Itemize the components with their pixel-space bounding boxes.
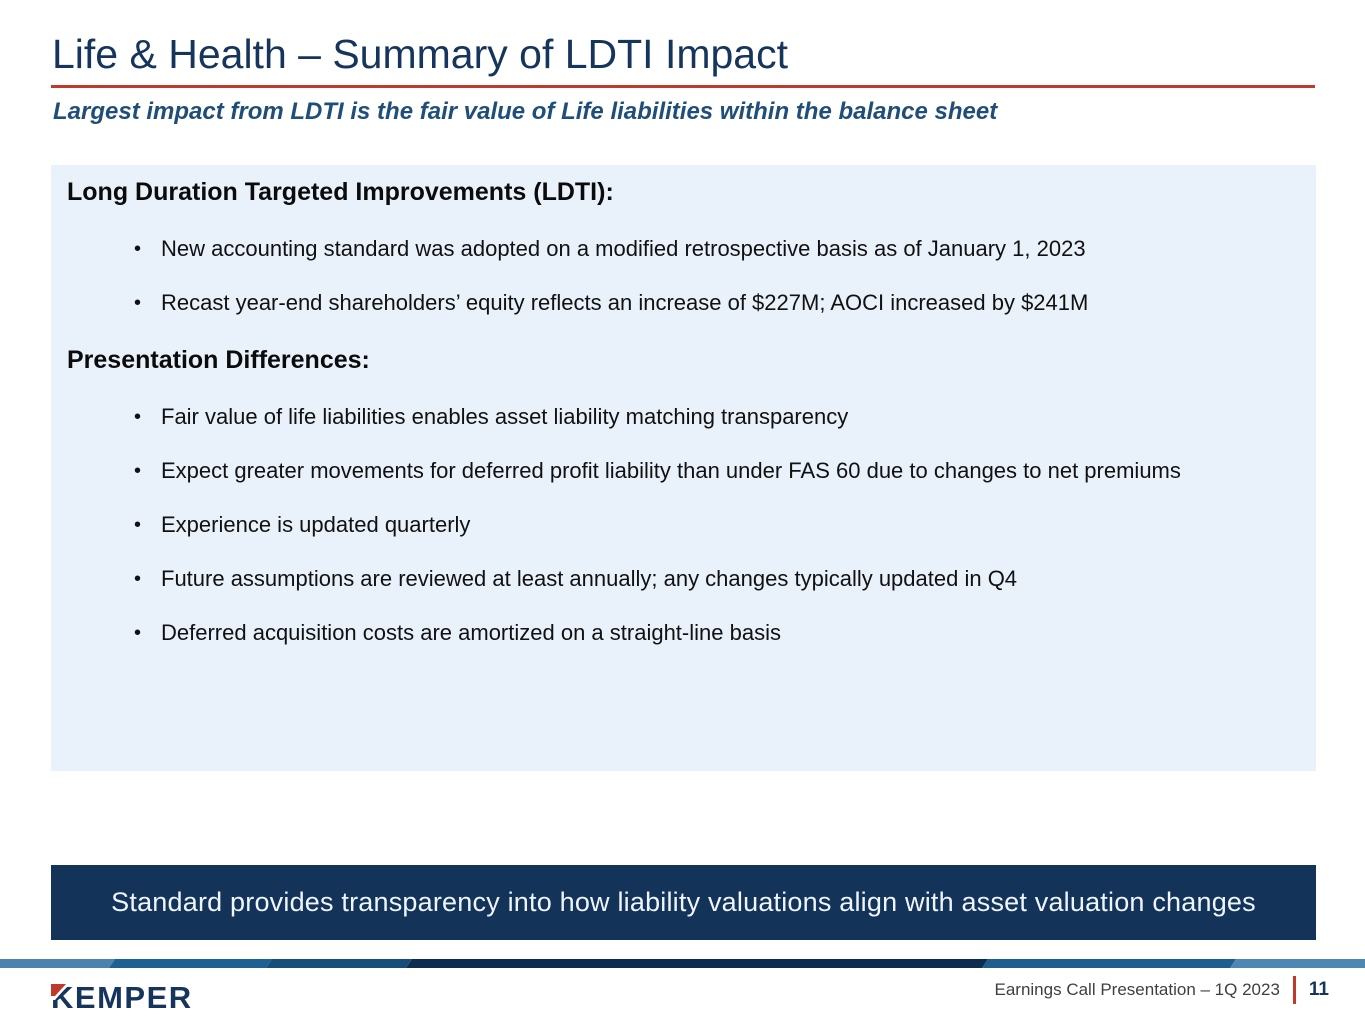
slide-subtitle: Largest impact from LDTI is the fair val… xyxy=(53,98,998,125)
content-box: Long Duration Targeted Improvements (LDT… xyxy=(51,165,1316,771)
bullet-text: Deferred acquisition costs are amortized… xyxy=(161,620,781,645)
section-heading-ldti: Long Duration Targeted Improvements (LDT… xyxy=(67,178,614,206)
footer-decorative-band xyxy=(0,959,1365,968)
list-item: • Fair value of life liabilities enables… xyxy=(134,404,1300,430)
bullet-icon: • xyxy=(134,460,142,482)
kemper-logo-red-accent-icon xyxy=(51,984,66,996)
list-item: • Expect greater movements for deferred … xyxy=(134,458,1300,484)
kemper-logo: KEMPER xyxy=(51,979,203,1015)
footer-divider xyxy=(1292,976,1296,1004)
key-message-text: Standard provides transparency into how … xyxy=(111,887,1256,917)
footer-meta: Earnings Call Presentation – 1Q 2023 11 xyxy=(994,974,1329,1006)
key-message-banner: Standard provides transparency into how … xyxy=(51,865,1316,940)
bullet-icon: • xyxy=(134,292,142,314)
kemper-logo-text: KEMPER xyxy=(51,980,193,1015)
footer-caption: Earnings Call Presentation – 1Q 2023 xyxy=(994,980,1280,999)
bullet-text: Experience is updated quarterly xyxy=(161,512,471,537)
bullet-icon: • xyxy=(134,238,142,260)
list-item: • Deferred acquisition costs are amortiz… xyxy=(134,620,1300,646)
bullet-icon: • xyxy=(134,622,142,644)
list-item: • Future assumptions are reviewed at lea… xyxy=(134,566,1300,592)
kemper-logo-graphic: KEMPER xyxy=(51,980,193,1015)
bullet-icon: • xyxy=(134,406,142,428)
list-item: • New accounting standard was adopted on… xyxy=(134,236,1300,262)
section-heading-presentation-differences: Presentation Differences: xyxy=(67,346,370,374)
bullet-icon: • xyxy=(134,568,142,590)
bullet-text: Fair value of life liabilities enables a… xyxy=(161,404,849,429)
ldti-bullet-list: • New accounting standard was adopted on… xyxy=(67,236,1300,316)
bullet-text: Future assumptions are reviewed at least… xyxy=(161,566,1018,591)
bullet-text: Expect greater movements for deferred pr… xyxy=(161,458,1181,483)
page-number: 11 xyxy=(1308,979,1329,1000)
page-title: Life & Health – Summary of LDTI Impact xyxy=(52,31,788,77)
footer-band-graphic xyxy=(0,959,1365,968)
list-item: • Experience is updated quarterly xyxy=(134,512,1300,538)
title-underline-rule xyxy=(51,85,1315,88)
bullet-text: New accounting standard was adopted on a… xyxy=(161,236,1086,261)
bullet-icon: • xyxy=(134,514,142,536)
presentation-differences-bullet-list: • Fair value of life liabilities enables… xyxy=(67,404,1300,646)
list-item: • Recast year-end shareholders’ equity r… xyxy=(134,290,1300,316)
bullet-text: Recast year-end shareholders’ equity ref… xyxy=(161,290,1089,315)
